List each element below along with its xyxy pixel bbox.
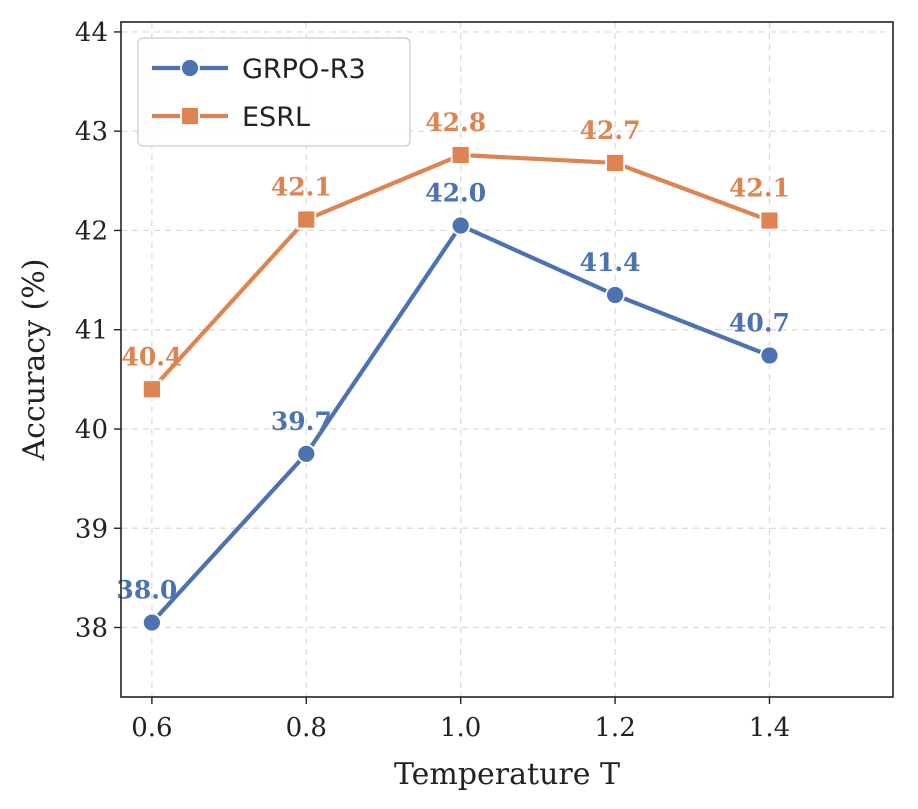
y-tick-label: 42 xyxy=(75,216,108,246)
y-tick-label: 41 xyxy=(75,316,108,346)
data-point xyxy=(450,215,471,236)
legend-marker xyxy=(180,58,200,78)
data-point xyxy=(296,443,317,464)
x-tick-label: 0.6 xyxy=(131,713,172,743)
data-label: 42.7 xyxy=(580,116,641,145)
legend-marker xyxy=(180,106,200,126)
data-label: 39.7 xyxy=(271,407,332,436)
data-point xyxy=(759,345,780,366)
legend-label: GRPO-R3 xyxy=(242,54,366,85)
data-label: 40.4 xyxy=(121,342,182,371)
data-label: 38.0 xyxy=(116,576,177,605)
series-markers xyxy=(141,145,780,633)
data-point xyxy=(605,285,625,305)
data-label: 42.1 xyxy=(729,174,790,203)
y-tick-label: 39 xyxy=(75,514,108,544)
y-axis-title: Accuracy (%) xyxy=(17,258,52,461)
legend-box xyxy=(137,37,411,147)
data-label: 41.4 xyxy=(580,248,641,277)
data-point xyxy=(141,379,162,400)
x-axis-title: Temperature T xyxy=(394,757,620,792)
data-label: 42.8 xyxy=(425,108,486,137)
x-tick-label: 0.8 xyxy=(286,713,327,743)
data-point xyxy=(450,145,471,165)
data-label: 42.1 xyxy=(271,173,332,202)
data-point xyxy=(605,153,625,173)
y-tick-label: 43 xyxy=(75,117,108,147)
y-tick-label: 38 xyxy=(75,614,108,644)
axis-ticks: 38 39 40 41 42 43 44 0.6 0.8 1.0 1.2 1.4 xyxy=(75,18,790,743)
x-tick-label: 1.2 xyxy=(594,713,635,743)
y-tick-label: 40 xyxy=(75,415,108,445)
data-label: 42.0 xyxy=(425,178,486,207)
data-labels: 38.0 39.7 42.0 41.4 40.7 40.4 42.1 42.8 42.7 42.1 xyxy=(116,108,789,605)
data-point xyxy=(296,209,317,230)
x-tick-label: 1.4 xyxy=(749,713,790,743)
y-tick-label: 44 xyxy=(75,18,108,48)
x-tick-label: 1.0 xyxy=(440,713,481,743)
data-point xyxy=(141,612,162,633)
legend-label: ESRL xyxy=(242,102,310,133)
plot-frame xyxy=(120,21,894,698)
data-label: 40.7 xyxy=(729,309,790,338)
data-point xyxy=(759,210,780,231)
legend: GRPO-R3 ESRL xyxy=(137,37,411,147)
